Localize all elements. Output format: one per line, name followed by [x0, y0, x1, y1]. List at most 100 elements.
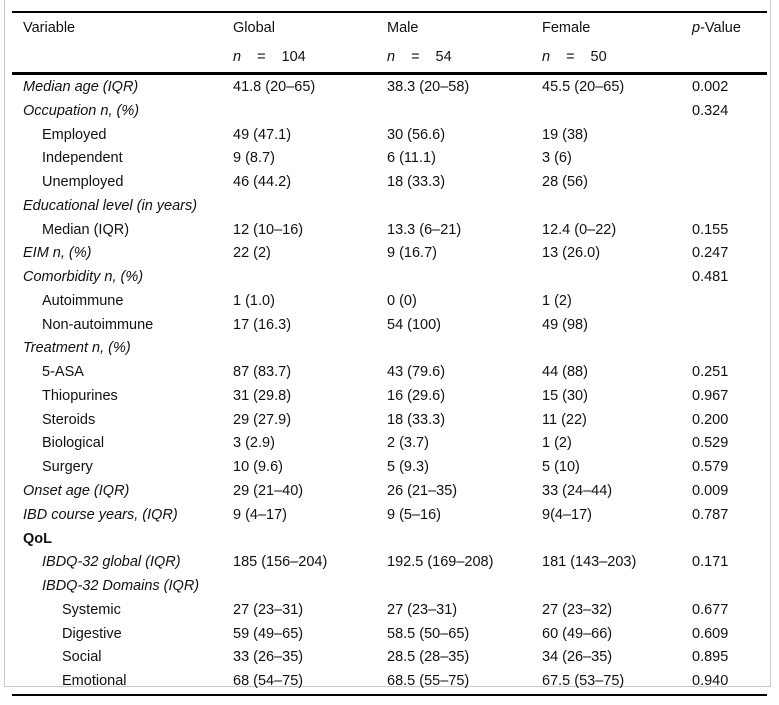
- row-label: Independent: [42, 150, 123, 167]
- n-value: 104: [281, 49, 306, 65]
- cell-female: 27 (23–32): [542, 601, 613, 618]
- cell-global: 1 (1.0): [233, 292, 275, 309]
- cell-female: 45.5 (20–65): [542, 79, 625, 95]
- cell-pvalue: [692, 147, 767, 171]
- table-row: QoL: [12, 528, 767, 552]
- n-symbol: n: [387, 49, 396, 65]
- table-row: IBD course years, (IQR) 9 (4–17) 9 (5–16) 9…: [12, 504, 767, 528]
- table-row: Biological 3 (2.9) 2 (3.7) 1 (2) 0.529: [12, 432, 767, 456]
- cell-male: 192.5 (169–208): [387, 554, 494, 571]
- cell-female: 12.4 (0–22): [542, 221, 617, 238]
- column-header-male: Male: [387, 20, 419, 36]
- table-row: Steroids 29 (27.9) 18 (33.3) 11 (22) 0.200: [12, 409, 767, 433]
- cell-global: 59 (49–65): [233, 625, 304, 642]
- cell-male: [387, 575, 542, 599]
- pvalue-p-symbol: p: [692, 20, 701, 36]
- cell-pvalue: 0.579: [692, 459, 729, 476]
- cell-male: [387, 266, 542, 290]
- cell-global: 10 (9.6): [233, 459, 283, 476]
- pvalue-rest: -Value: [700, 20, 741, 36]
- cell-global: 185 (156–204): [233, 554, 328, 571]
- row-label: IBDQ-32 global (IQR): [42, 554, 181, 571]
- table-row: Onset age (IQR) 29 (21–40) 26 (21–35) 33 (2…: [12, 480, 767, 504]
- cell-female: 34 (26–35): [542, 649, 613, 666]
- cell-pvalue: 0.529: [692, 435, 729, 452]
- cell-global: 31 (29.8): [233, 387, 292, 404]
- cell-pvalue: 0.787: [692, 506, 729, 523]
- row-label: Emotional: [62, 673, 127, 690]
- table-row: Independent 9 (8.7) 6 (11.1) 3 (6): [12, 147, 767, 171]
- table-row: Comorbidity n, (%) 0.481: [12, 266, 767, 290]
- cell-pvalue: 0.009: [692, 483, 729, 500]
- cell-female: 181 (143–203): [542, 554, 637, 571]
- n-value: 50: [590, 49, 607, 65]
- cell-pvalue: [692, 195, 767, 219]
- cell-female: 28 (56): [542, 174, 588, 191]
- cell-female: [542, 195, 692, 219]
- n-count-global: n = 104: [233, 43, 387, 72]
- cell-male: [387, 528, 542, 552]
- cell-female: 3 (6): [542, 150, 572, 167]
- table-bottom-rule: [12, 694, 767, 696]
- cell-male: 26 (21–35): [387, 483, 458, 500]
- row-label: Systemic: [62, 601, 121, 618]
- table-row: Educational level (in years): [12, 195, 767, 219]
- cell-global: 49 (47.1): [233, 126, 292, 143]
- cell-female: 15 (30): [542, 387, 588, 404]
- cell-global: 22 (2): [233, 245, 271, 262]
- cell-male: [387, 195, 542, 219]
- cell-male: 6 (11.1): [387, 150, 436, 167]
- cell-female: 1 (2): [542, 435, 572, 452]
- row-label: Median age (IQR): [23, 79, 139, 95]
- cell-male: 2 (3.7): [387, 435, 429, 452]
- cell-male: [387, 337, 542, 361]
- table-row: Digestive 59 (49–65) 58.5 (50–65) 60 (49–66…: [12, 623, 767, 647]
- cell-pvalue: 0.481: [692, 269, 729, 286]
- cell-pvalue: [692, 171, 767, 195]
- row-label: IBD course years, (IQR): [23, 506, 178, 523]
- row-label: Digestive: [62, 625, 122, 642]
- cell-global: 29 (21–40): [233, 483, 304, 500]
- cell-male: 43 (79.6): [387, 364, 446, 381]
- cell-pvalue: 0.940: [692, 673, 729, 690]
- row-label: IBDQ-32 Domains (IQR): [42, 578, 200, 595]
- cell-global: 33 (26–35): [233, 649, 304, 666]
- cell-male: 18 (33.3): [387, 411, 446, 428]
- cell-global: 29 (27.9): [233, 411, 292, 428]
- cell-female: 11 (22): [542, 411, 587, 428]
- cell-female: 1 (2): [542, 292, 572, 309]
- table-row: 5-ASA 87 (83.7) 43 (79.6) 44 (88) 0.251: [12, 361, 767, 385]
- row-label: Occupation n, (%): [23, 102, 140, 119]
- cell-male: 68.5 (55–75): [387, 673, 470, 690]
- cell-global: 12 (10–16): [233, 221, 304, 238]
- cell-male: 13.3 (6–21): [387, 221, 462, 238]
- n-count-female: n = 50: [542, 43, 692, 72]
- cell-global: [233, 575, 387, 599]
- cell-male: 58.5 (50–65): [387, 625, 470, 642]
- row-label: QoL: [23, 530, 52, 547]
- cell-pvalue: 0.677: [692, 601, 729, 618]
- n-count-male: n = 54: [387, 43, 542, 72]
- cell-male: [387, 100, 542, 124]
- cell-global: 87 (83.7): [233, 364, 292, 381]
- equals-sign: =: [566, 49, 575, 65]
- cell-pvalue: 0.247: [692, 245, 729, 262]
- equals-sign: =: [411, 49, 420, 65]
- cell-female: 9(4–17): [542, 506, 592, 523]
- cell-global: 9 (8.7): [233, 150, 275, 167]
- table-header: Variable Global Male Female p-Value n = 10…: [12, 14, 767, 72]
- table-header-rule: [12, 72, 767, 75]
- row-label: Unemployed: [42, 174, 124, 191]
- row-label: EIM n, (%): [23, 245, 92, 262]
- row-label: Educational level (in years): [23, 197, 198, 214]
- cell-male: 16 (29.6): [387, 387, 446, 404]
- column-header-variable: Variable: [23, 20, 76, 36]
- cell-female: 5 (10): [542, 459, 580, 476]
- spacer-cell: [692, 43, 767, 72]
- cell-pvalue: [692, 124, 767, 148]
- table-row: Thiopurines 31 (29.8) 16 (29.6) 15 (30) 0.96…: [12, 385, 767, 409]
- cell-male: 30 (56.6): [387, 126, 446, 143]
- cell-pvalue: [692, 337, 767, 361]
- cell-female: [542, 100, 692, 124]
- row-label: Median (IQR): [42, 221, 130, 238]
